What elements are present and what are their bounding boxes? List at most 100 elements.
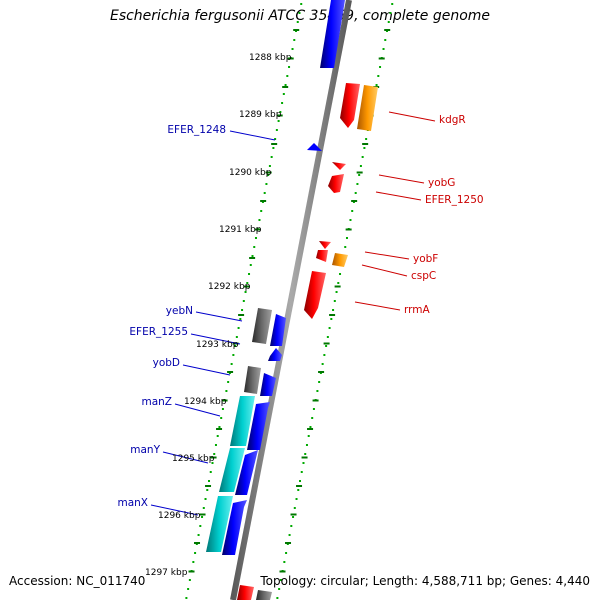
ring-dot-right — [391, 3, 394, 5]
ring-tick-right — [378, 57, 385, 60]
ring-dot-left — [272, 147, 275, 149]
ring-dot-left — [227, 381, 230, 383]
ring-tick-left — [188, 570, 195, 573]
ring-dot-left — [277, 120, 280, 122]
scale-label: 1288 kbp — [249, 53, 292, 63]
ring-dot-left — [251, 255, 254, 257]
ring-tick-right — [356, 171, 363, 174]
ring-tick-right — [285, 542, 292, 544]
ring-dot-right — [379, 66, 382, 68]
ring-dot-left — [221, 408, 224, 410]
cds-yebn — [252, 308, 272, 344]
scale-label: 1291 kbp — [219, 225, 262, 235]
ring-dot-right — [300, 471, 303, 473]
ring-dot-right — [335, 291, 338, 293]
ring-dot-right — [321, 363, 324, 365]
ring-dot-left — [206, 489, 209, 491]
accession-label: Accession: NC_011740 — [9, 574, 146, 588]
connector-right — [361, 264, 408, 277]
gene-label-right: yobG — [428, 177, 455, 189]
gene-label-right: EFER_1250 — [425, 194, 484, 206]
ring-dot-right — [316, 390, 319, 392]
connector-left — [150, 504, 199, 516]
reverse-strand-genes — [237, 83, 378, 600]
ring-dot-right — [365, 138, 368, 140]
ring-dot-left — [242, 300, 245, 302]
ring-dot-right — [278, 588, 281, 590]
gene-label-left: EFER_1255 — [129, 326, 188, 338]
genome-backbone — [230, 0, 352, 600]
ring-dot-right — [330, 318, 333, 320]
ring-dot-left — [187, 588, 190, 590]
ring-tick-left — [260, 200, 267, 202]
ring-dot-left — [194, 552, 197, 554]
ring-dot-right — [359, 165, 362, 167]
cds-yobd — [244, 366, 261, 394]
ring-dot-left — [239, 318, 242, 320]
connector-right — [364, 251, 410, 260]
ring-tick-left — [265, 171, 272, 174]
ring-dot-left — [300, 3, 303, 5]
ring-dot-left — [268, 165, 271, 167]
ring-dot-left — [281, 102, 284, 104]
ring-dot-right — [297, 489, 300, 491]
ring-dot-right — [299, 480, 302, 482]
ring-tick-left — [282, 86, 289, 88]
ring-dot-left — [249, 264, 252, 266]
gene-label-left: EFER_1248 — [167, 124, 226, 136]
ring-tick-right — [345, 228, 352, 231]
ring-dot-right — [307, 435, 310, 437]
ring-tick-left — [293, 29, 300, 31]
connector-left — [195, 311, 243, 322]
ring-dot-left — [293, 39, 296, 41]
ring-tick-left — [276, 114, 283, 117]
gene-bottom-gray — [256, 590, 272, 600]
ring-dot-left — [218, 426, 221, 428]
gene-yobd-blue — [260, 373, 276, 396]
cds-manx — [206, 496, 233, 552]
ring-dot-left — [296, 21, 299, 23]
ring-dot-right — [279, 579, 282, 581]
ring-dot-left — [258, 219, 261, 221]
gene-bottom-red — [237, 585, 254, 600]
ring-dot-right — [361, 156, 364, 158]
ring-tick-left — [199, 513, 206, 516]
ring-tick-right — [296, 485, 303, 487]
ring-tick-right — [323, 342, 330, 345]
ring-dot-right — [358, 174, 361, 176]
ring-dot-right — [318, 381, 321, 383]
ring-dot-left — [232, 354, 235, 356]
ring-dot-left — [298, 12, 301, 14]
ring-dot-left — [202, 507, 205, 509]
ring-dot-left — [241, 309, 244, 311]
ring-tick-right — [312, 399, 319, 402]
gene-label-right: rrmA — [404, 304, 430, 316]
ring-dot-right — [285, 552, 288, 554]
ring-tick-left — [205, 485, 212, 487]
ring-dot-left — [267, 174, 270, 176]
ring-dot-left — [260, 210, 263, 212]
ring-dot-right — [283, 561, 286, 563]
ring-dot-left — [234, 345, 237, 347]
connector-left — [190, 333, 241, 345]
right-gene-labels: kdgR yobG EFER_1250 yobF cspC rrmA — [404, 114, 484, 316]
ring-dot-right — [332, 309, 335, 311]
ring-dot-left — [246, 282, 249, 284]
ring-dot-right — [337, 282, 340, 284]
ring-tick-right — [362, 143, 369, 145]
ring-dot-left — [192, 561, 195, 563]
connector-right — [388, 111, 436, 122]
ring-dot-left — [291, 48, 294, 50]
connector-left — [182, 364, 231, 376]
connector-left — [174, 403, 221, 417]
ring-tick-right — [301, 456, 308, 459]
gene-label-right: cspC — [411, 270, 436, 282]
connector-right — [375, 191, 422, 201]
ring-dot-left — [225, 390, 228, 392]
cds-boxes — [206, 308, 272, 552]
gene-top-blue — [320, 0, 345, 68]
gene-yobf-2 — [316, 250, 328, 262]
ring-dot-left — [199, 525, 202, 527]
scale-label: 1295 kbp — [172, 454, 215, 464]
ring-dot-right — [292, 516, 295, 518]
